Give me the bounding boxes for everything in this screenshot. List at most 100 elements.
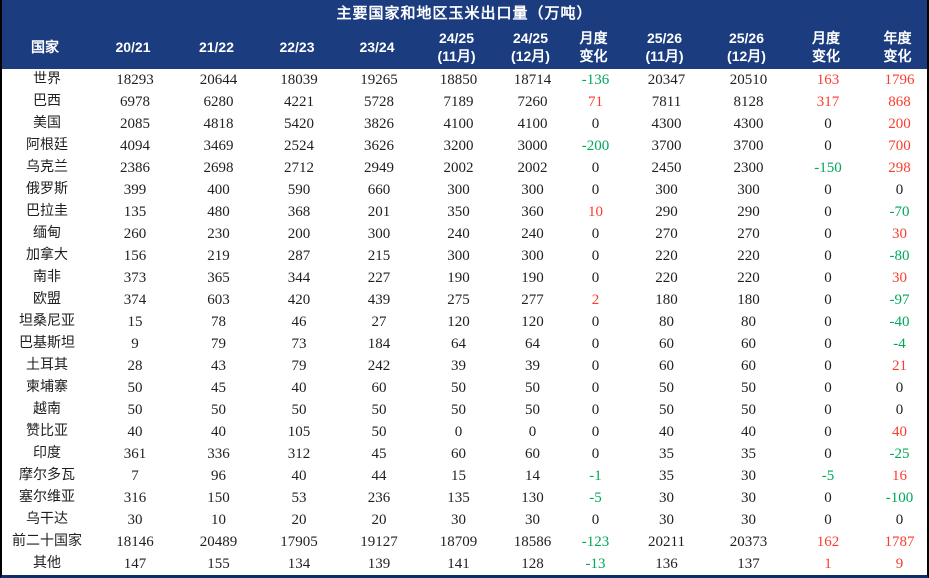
value-cell: 603 [207, 292, 230, 308]
table-row: 赞比亚 40 40 105 50 0 0 0 40 40 0 40 [2, 421, 927, 443]
value-cell: 50 [371, 402, 387, 418]
value-cell: 20 [291, 512, 307, 528]
value-cell: 45 [211, 380, 226, 396]
value-cell: 312 [287, 446, 311, 462]
value-cell: 215 [367, 248, 391, 264]
country-cell: 柬埔寨 [26, 380, 68, 395]
value-cell: 50 [127, 402, 143, 418]
value-cell: 2949 [364, 160, 394, 176]
change-value-cell: 0 [824, 182, 832, 198]
value-cell: 4300 [651, 116, 682, 132]
header-row-table: 国家 20/21 21/22 22/23 23/24 24/25 (11月) 24/25 (12… [2, 25, 927, 69]
value-cell: 3826 [364, 116, 394, 132]
value-cell: 50 [741, 402, 756, 418]
value-cell: 242 [367, 358, 391, 374]
value-cell: 350 [447, 204, 470, 220]
value-cell: 590 [287, 182, 311, 198]
value-cell: 135 [123, 204, 147, 220]
value-cell: 227 [367, 270, 391, 286]
change-value-cell: -80 [889, 248, 910, 264]
value-cell: 420 [287, 292, 311, 308]
value-cell: 14 [525, 468, 540, 484]
value-cell: 290 [655, 204, 678, 220]
change-value-cell: -136 [581, 72, 610, 88]
change-value-cell: -200 [581, 138, 610, 154]
change-value-cell: -1 [589, 468, 602, 484]
value-cell: 40 [741, 424, 756, 440]
country-cell: 加拿大 [26, 248, 68, 263]
value-cell: 399 [123, 182, 147, 198]
value-cell: 139 [367, 556, 391, 572]
value-cell: 0 [454, 424, 463, 440]
value-cell: 15 [127, 314, 143, 330]
change-value-cell: 16 [892, 468, 907, 484]
country-cell: 巴西 [33, 94, 61, 109]
change-value-cell: 0 [824, 270, 832, 286]
change-value-cell: 0 [824, 402, 832, 418]
value-cell: 30 [127, 512, 143, 528]
change-value-cell: 298 [888, 160, 911, 176]
value-cell: 39 [451, 358, 466, 374]
value-cell: 4221 [284, 94, 314, 110]
change-value-cell: 0 [591, 182, 600, 198]
country-cell: 美国 [33, 116, 61, 131]
value-cell: 18039 [280, 72, 318, 88]
column-header-1: 20/21 [115, 39, 151, 55]
value-cell: 147 [123, 556, 147, 572]
table-row: 塞尔维亚 316 150 53 236 135 130 -5 30 30 0 -100 [2, 487, 927, 509]
table-row: 缅甸 260 230 200 300 240 240 0 270 270 0 30 [2, 223, 927, 245]
value-cell: 660 [367, 182, 391, 198]
country-cell: 其他 [33, 556, 61, 571]
value-cell: 60 [451, 446, 466, 462]
value-cell: 300 [447, 248, 470, 264]
value-cell: 40 [291, 468, 307, 484]
country-cell: 坦桑尼亚 [19, 314, 75, 329]
value-cell: 400 [207, 182, 230, 198]
value-cell: 73 [291, 336, 307, 352]
country-cell: 前二十国家 [12, 534, 82, 549]
value-cell: 64 [451, 336, 466, 352]
value-cell: 96 [211, 468, 226, 484]
change-value-cell: 2 [591, 292, 600, 308]
column-header-5: 24/25 (11月) [437, 30, 476, 64]
change-value-cell: -5 [821, 468, 835, 484]
table-row: 摩尔多瓦 7 96 40 44 15 14 -1 35 30 -5 16 [2, 465, 927, 487]
change-value-cell: 0 [824, 446, 832, 462]
table-row: 美国 2085 4818 5420 3826 4100 4100 0 4300 4300 0 200 [2, 113, 927, 135]
value-cell: 2386 [120, 160, 150, 176]
country-cell: 赞比亚 [26, 424, 68, 439]
value-cell: 236 [367, 490, 391, 506]
table-row: 越南 50 50 50 50 50 50 0 50 50 0 0 [2, 399, 927, 421]
table-row: 巴西 6978 6280 4221 5728 7189 7260 71 7811 8128 317 8… [2, 91, 927, 113]
country-cell: 乌干达 [26, 512, 68, 527]
value-cell: 260 [123, 226, 147, 242]
value-cell: 20489 [199, 534, 238, 550]
change-value-cell: 0 [824, 336, 832, 352]
column-header-0: 国家 [31, 39, 59, 55]
value-cell: 39 [525, 358, 540, 374]
value-cell: 78 [211, 314, 226, 330]
value-cell: 18586 [513, 534, 552, 550]
value-cell: 40 [127, 424, 143, 440]
column-header-row: 国家 20/21 21/22 22/23 23/24 24/25 (11月) 24/25 (12… [2, 25, 927, 69]
table-row: 乌干达 30 10 20 20 30 30 0 30 30 0 0 [2, 509, 927, 531]
value-cell: 35 [741, 446, 756, 462]
value-cell: 30 [451, 512, 466, 528]
value-cell: 2698 [203, 160, 234, 176]
change-value-cell: 0 [895, 402, 904, 418]
value-cell: 40 [211, 424, 226, 440]
change-value-cell: -70 [889, 204, 910, 220]
value-cell: 361 [123, 446, 147, 462]
value-cell: 374 [123, 292, 147, 308]
value-cell: 336 [207, 446, 230, 462]
value-cell: 50 [451, 402, 466, 418]
value-cell: 27 [371, 314, 387, 330]
value-cell: 275 [447, 292, 470, 308]
value-cell: 365 [207, 270, 230, 286]
value-cell: 4100 [443, 116, 474, 132]
value-cell: 230 [207, 226, 230, 242]
value-cell: 6978 [120, 94, 150, 110]
value-cell: 316 [123, 490, 147, 506]
value-cell: 80 [741, 314, 756, 330]
value-cell: 20510 [729, 72, 768, 88]
